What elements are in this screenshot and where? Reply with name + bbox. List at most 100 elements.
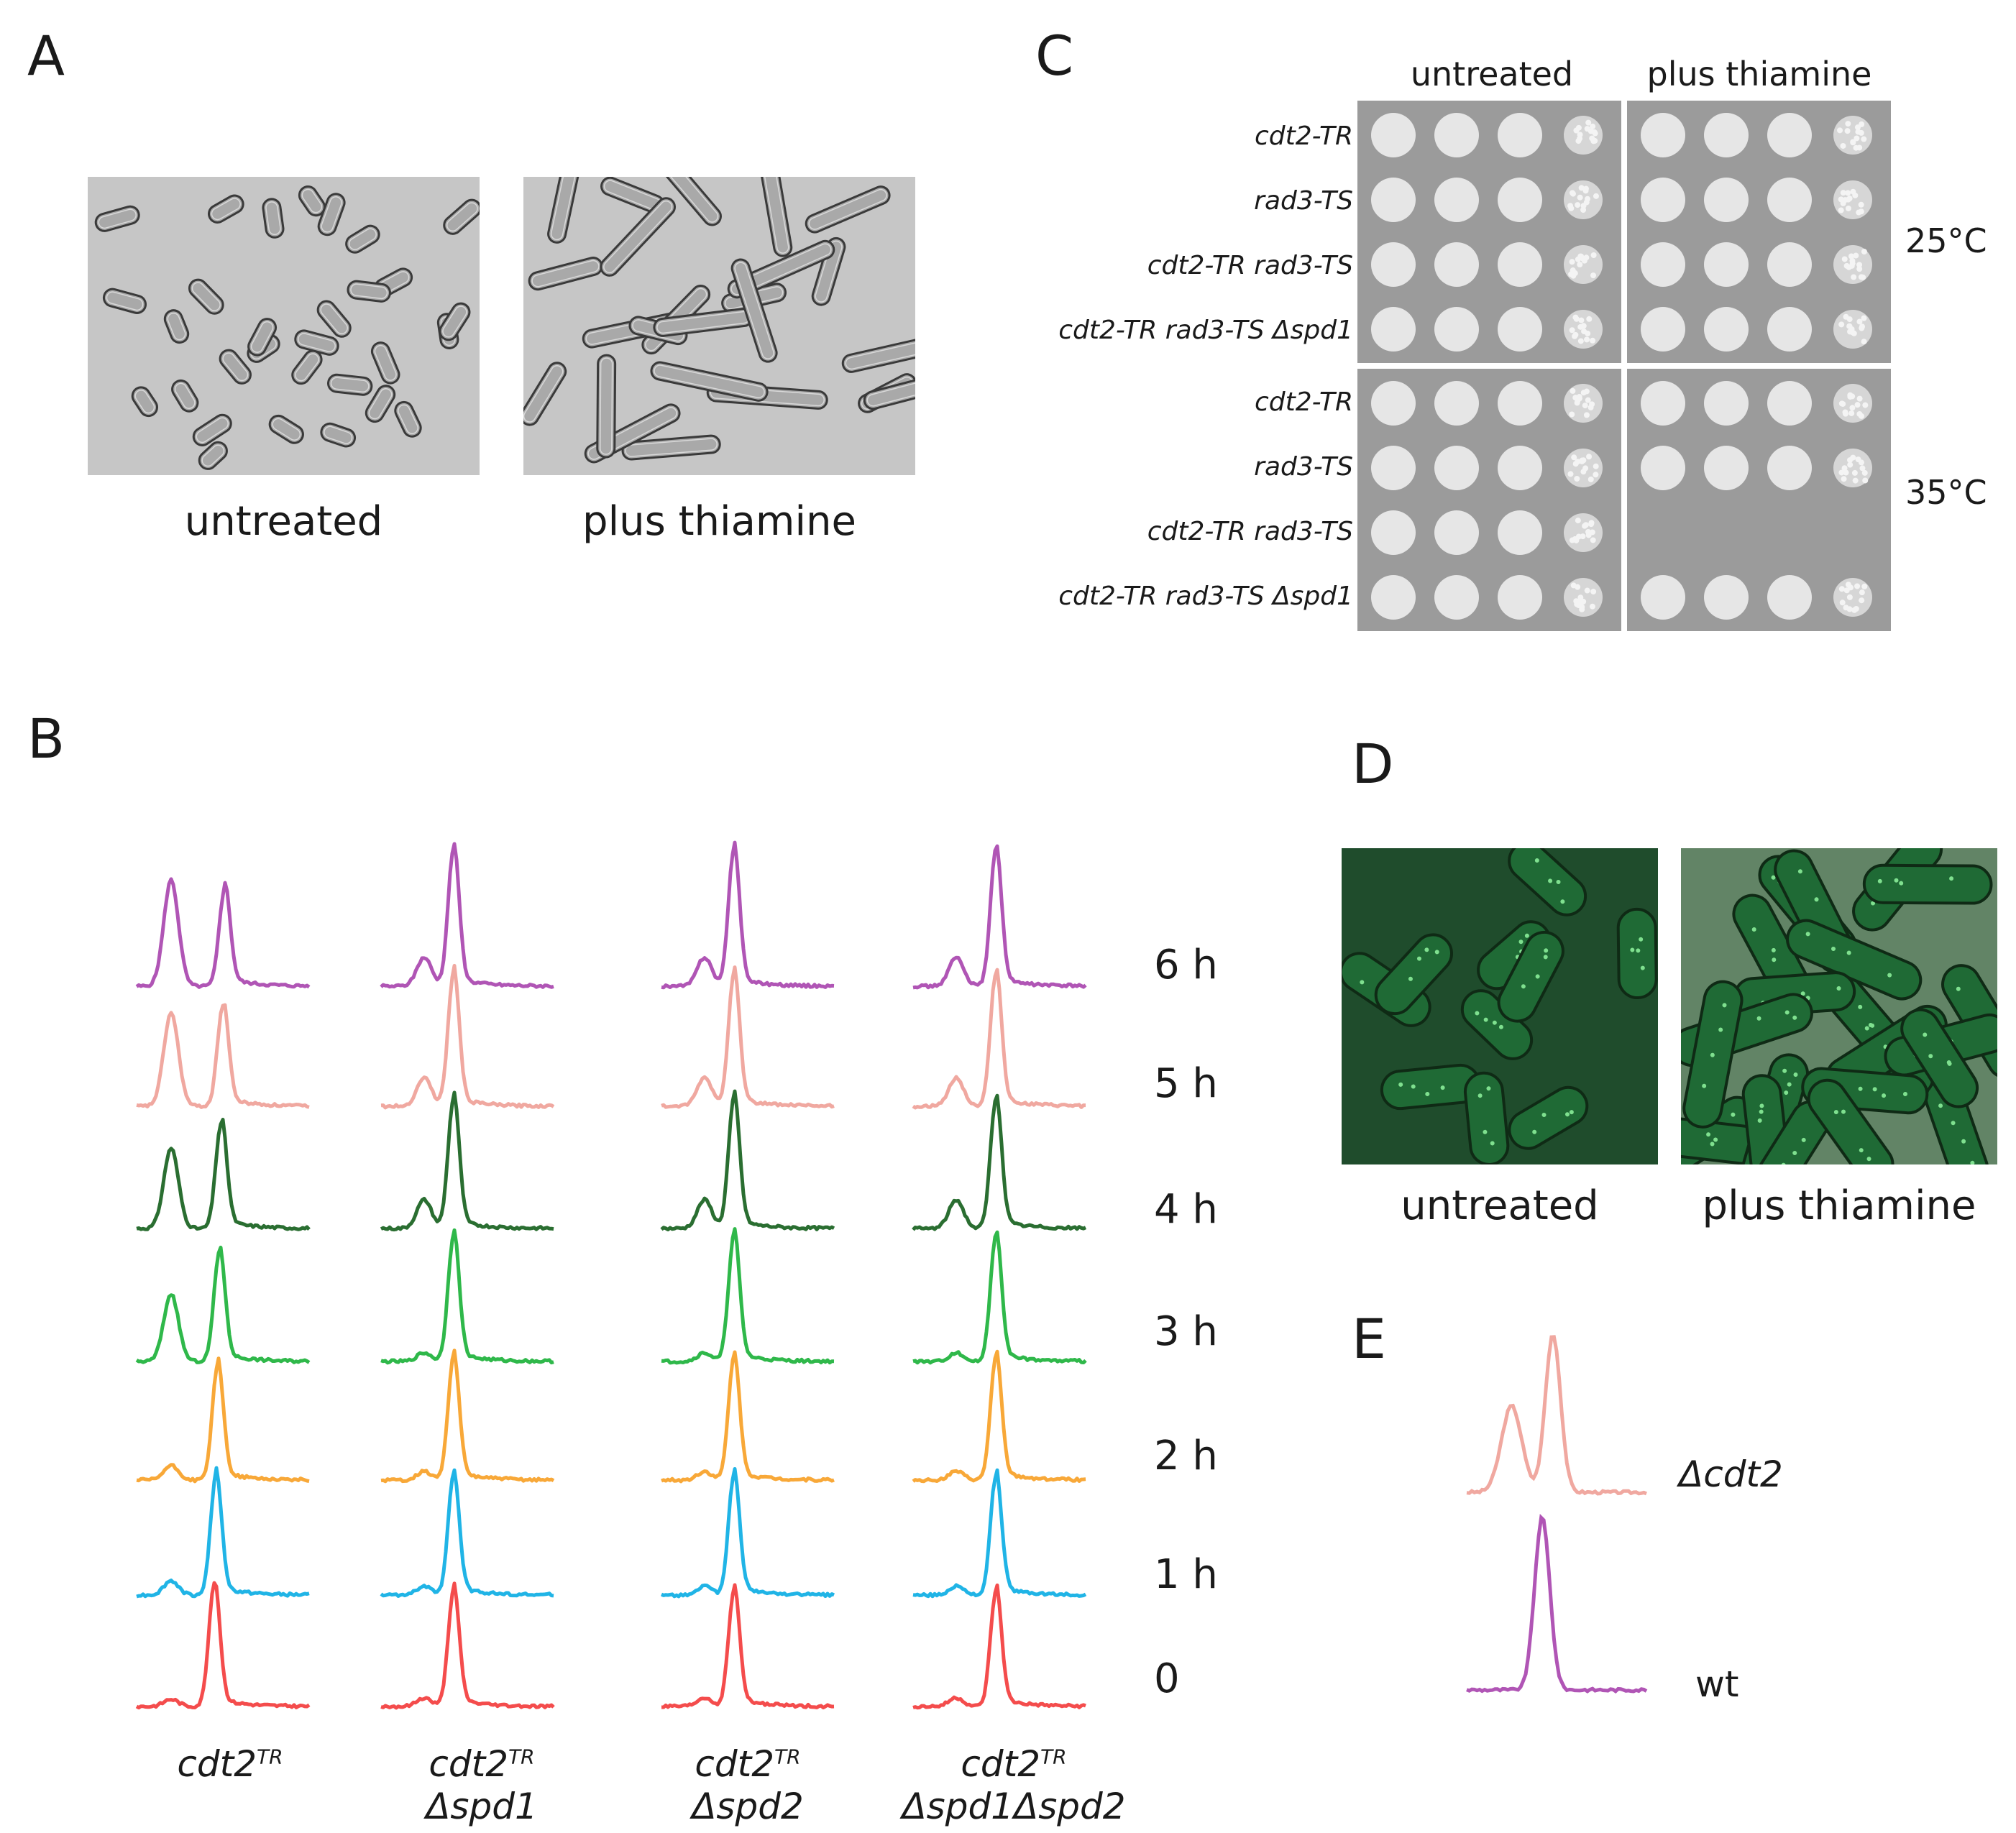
cell [528, 256, 603, 291]
gfp-foci [1902, 1091, 1907, 1096]
colony-spot [1371, 510, 1416, 555]
histogram-trace [380, 1228, 554, 1365]
colony-speck [1842, 410, 1848, 417]
strain-label: cdt2-TR rad3-TS [1147, 251, 1353, 280]
colony-speck [1577, 594, 1584, 601]
colony-speck [1853, 252, 1859, 259]
colony-speck [1580, 203, 1587, 209]
colony-speck [1846, 594, 1853, 600]
histogram-trace [380, 842, 554, 989]
gfp-foci [1544, 948, 1549, 953]
temperature-25: 25°C [1905, 221, 1987, 260]
gfp-foci [1751, 927, 1756, 932]
gfp-foci [1781, 1162, 1786, 1164]
histogram-stack [135, 840, 1087, 1710]
cell [131, 386, 159, 418]
cell [1497, 930, 1564, 1023]
colony-speck [1845, 205, 1851, 211]
colony-speck [1575, 138, 1582, 144]
colony-speck [1574, 601, 1580, 607]
time-label: 6 h [1154, 942, 1218, 988]
histogram-trace [661, 1467, 835, 1599]
colony-speck [1850, 139, 1856, 145]
colony-spot [1641, 113, 1685, 157]
gfp-foci [1858, 1086, 1863, 1091]
gfp-foci [1805, 932, 1810, 937]
gfp-foci [1841, 1109, 1846, 1114]
colony-spot [1434, 510, 1479, 555]
colony-speck [1838, 586, 1845, 592]
colony-spot [1641, 446, 1685, 490]
cell [192, 413, 232, 446]
colony-speck [1858, 201, 1864, 208]
histogram-trace [136, 1003, 310, 1109]
colony-speck [1572, 270, 1578, 277]
caption-a-untreated: untreated [184, 498, 383, 545]
colony-speck [1577, 338, 1584, 344]
colony-spot [1498, 242, 1542, 287]
colony-speck [1572, 461, 1579, 467]
gfp-foci [1836, 986, 1841, 991]
cell [1682, 980, 1744, 1129]
colony-spot [1704, 307, 1749, 352]
cell [1616, 907, 1658, 1000]
cell [94, 205, 140, 232]
colony-speck [1580, 207, 1587, 213]
colony-spot [1641, 575, 1685, 620]
colony-spot [1564, 245, 1603, 284]
colony-speck [1570, 190, 1576, 197]
histogram-trace [135, 1245, 311, 1364]
colony-speck [1575, 533, 1582, 540]
colony-speck [1585, 397, 1591, 403]
colony-speck [1584, 587, 1590, 594]
gfp-foci [1639, 937, 1644, 942]
cell [1380, 1063, 1481, 1111]
gfp-foci [1871, 901, 1876, 906]
colony-spot [1434, 242, 1479, 287]
colony-speck [1847, 393, 1854, 400]
gfp-foci [1706, 1132, 1711, 1137]
histogram-trace [661, 965, 835, 1109]
histogram-trace [912, 1468, 1087, 1599]
colony-speck [1848, 253, 1854, 259]
gfp-foci [1640, 965, 1645, 970]
cell [659, 177, 722, 226]
panel-letter-b: B [27, 707, 65, 771]
colony-speck [1844, 128, 1851, 134]
colony-speck [1845, 190, 1851, 196]
cell [439, 302, 471, 341]
colony-speck [1853, 144, 1859, 151]
trace-label-wt: wt [1695, 1663, 1739, 1705]
gfp-foci [1630, 947, 1635, 952]
colony-spot [1434, 446, 1479, 490]
histogram-trace [661, 1350, 835, 1484]
gfp-foci [1521, 984, 1526, 989]
cell [268, 414, 304, 444]
colony-speck [1840, 190, 1846, 196]
gfp-foci [1408, 976, 1413, 981]
gfp-foci [1477, 1093, 1483, 1098]
colony-speck [1843, 469, 1849, 476]
genotype-label: cdt2TR [177, 1743, 283, 1785]
gfp-foci [1797, 869, 1802, 874]
colony-speck [1569, 259, 1575, 265]
colony-speck [1586, 454, 1593, 460]
gfp-foci [1718, 1027, 1723, 1032]
colony-speck [1849, 329, 1856, 336]
gfp-foci [1859, 1148, 1864, 1153]
colony-spot [1434, 575, 1479, 620]
gfp-foci [1636, 948, 1641, 953]
colony-speck [1859, 413, 1865, 419]
strain-label: rad3-TS [1254, 452, 1353, 482]
colony-speck [1837, 127, 1843, 134]
cell [291, 349, 323, 385]
gfp-foci [1534, 858, 1539, 863]
time-label: 3 h [1154, 1308, 1218, 1355]
genotype-label: cdt2TR Δspd1 [426, 1743, 538, 1827]
gfp-foci [1792, 1151, 1797, 1156]
colony-speck [1855, 129, 1861, 135]
gfp-foci [1535, 974, 1540, 979]
colony-speck [1845, 582, 1851, 588]
colony-spot [1371, 575, 1416, 620]
strain-label: cdt2-TR rad3-TS Δspd1 [1058, 582, 1353, 611]
